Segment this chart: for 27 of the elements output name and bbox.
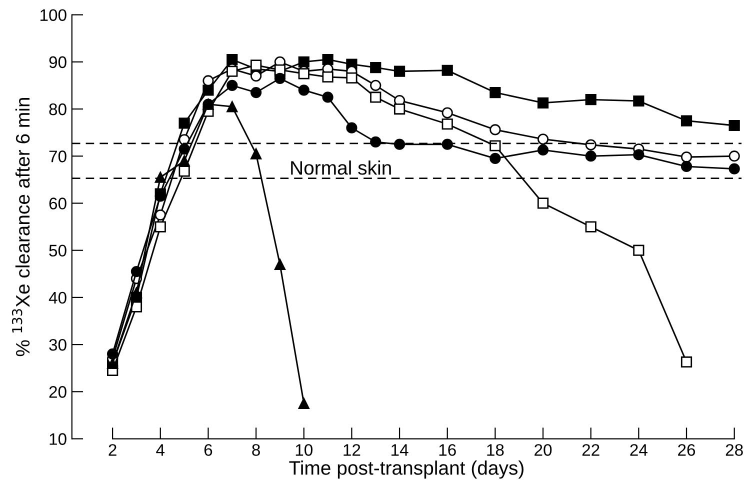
y-tick-label: 100 (40, 9, 66, 21)
x-tick-label: 20 (534, 444, 552, 456)
y-tick-label: 40 (48, 292, 66, 304)
x-tick-label: 2 (108, 444, 116, 456)
x-tick-label: 22 (582, 444, 600, 456)
y-tick-label: 70 (49, 150, 66, 162)
x-tick-label: 4 (156, 444, 165, 456)
y-tick-label: 60 (49, 198, 66, 210)
y-tick-label: 10 (50, 433, 66, 445)
x-tick-label: 6 (204, 444, 212, 456)
y-tick-label: 90 (49, 56, 66, 68)
y-tick-label: 50 (49, 244, 66, 257)
y-tick-label: 80 (49, 103, 66, 116)
y-tick-label: 20 (49, 386, 66, 398)
x-tick-label: 26 (678, 444, 696, 456)
annotation: Normal skin (291, 160, 391, 175)
x-axis-title: Time post-transplant (days) (289, 460, 524, 479)
x-tick-label: 14 (392, 444, 408, 456)
x-tick-label: 16 (439, 444, 456, 456)
x-tick-label: 24 (630, 444, 648, 456)
x-tick-label: 12 (344, 444, 360, 456)
x-tick-label: 10 (296, 444, 312, 456)
y-axis-title: % $^{133}$Xe clearance after 6 min (12, 98, 30, 356)
y-tick-label: 30 (49, 338, 66, 351)
x-tick-label: 28 (726, 444, 743, 456)
x-tick-label: 18 (487, 444, 504, 456)
x-tick-label: 8 (252, 444, 260, 456)
